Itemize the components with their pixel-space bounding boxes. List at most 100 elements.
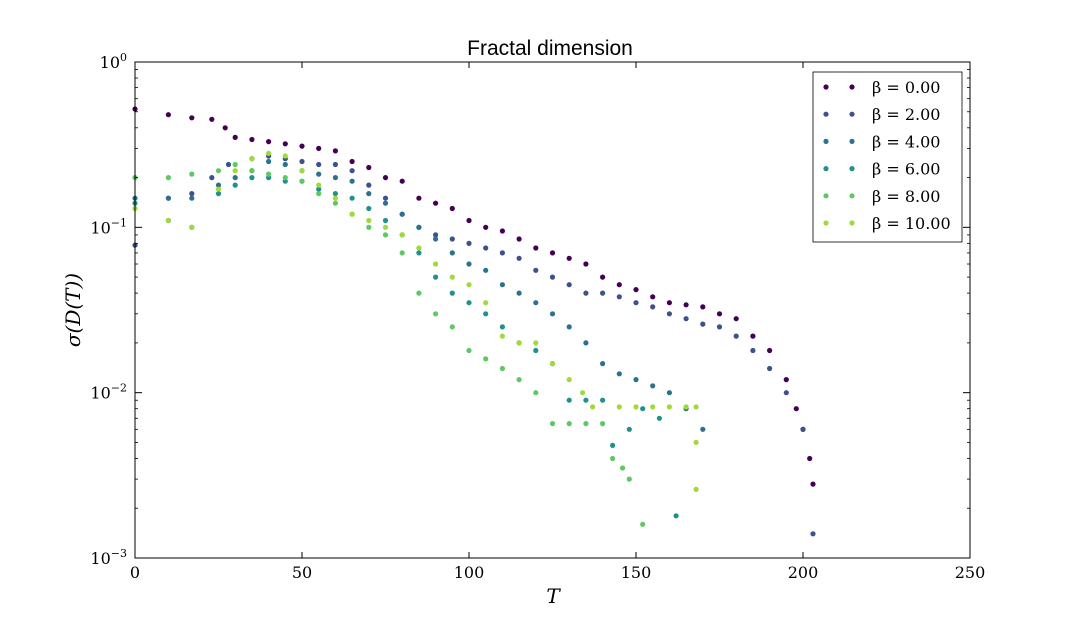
legend-marker <box>823 111 829 117</box>
data-point <box>483 311 489 317</box>
data-point <box>382 200 389 206</box>
data-point <box>366 217 372 224</box>
y-tick-label: 10−2 <box>90 382 127 403</box>
data-point <box>549 311 556 317</box>
data-point <box>767 365 773 372</box>
legend-marker <box>823 138 829 144</box>
data-point <box>516 290 522 296</box>
x-tick-label: 50 <box>292 563 312 582</box>
data-point <box>282 175 288 181</box>
y-axis-label: σ(D(T)) <box>61 273 85 347</box>
data-point <box>566 421 572 427</box>
y-tick-label: 10−3 <box>90 547 127 568</box>
data-point <box>165 195 171 201</box>
legend-label: β = 4.00 <box>872 132 940 151</box>
data-point <box>249 136 255 143</box>
x-tick-label: 0 <box>130 563 140 582</box>
legend-marker <box>849 220 855 226</box>
data-point <box>316 145 322 151</box>
data-point <box>349 211 355 217</box>
data-point <box>533 267 539 273</box>
data-point <box>626 426 632 432</box>
data-point <box>600 274 606 280</box>
data-point <box>189 115 195 121</box>
data-point <box>316 171 322 177</box>
data-point <box>215 182 222 188</box>
data-point <box>282 178 288 184</box>
data-point <box>810 481 816 487</box>
data-point <box>533 347 539 354</box>
data-point <box>666 404 673 410</box>
data-point <box>633 300 639 306</box>
data-point <box>793 406 799 412</box>
data-point <box>399 250 405 256</box>
data-point <box>382 195 389 201</box>
legend-label: β = 2.00 <box>872 105 940 124</box>
data-point <box>583 261 589 267</box>
data-point <box>499 333 505 339</box>
data-point <box>583 397 589 403</box>
data-point <box>449 250 455 256</box>
data-point <box>332 148 338 154</box>
data-point <box>683 404 689 410</box>
data-point <box>693 404 699 410</box>
x-tick-label: 100 <box>454 563 485 582</box>
data-point <box>616 282 622 288</box>
y-axis-ticks: 10−3 10−2 10−1 100 <box>90 51 970 568</box>
data-point <box>600 361 606 367</box>
x-tick-label: 150 <box>621 563 652 582</box>
data-point <box>650 404 656 410</box>
data-point <box>382 232 389 238</box>
data-point <box>656 415 663 421</box>
data-point <box>316 191 322 197</box>
data-point <box>633 377 639 383</box>
data-point <box>433 200 439 206</box>
data-point <box>332 175 338 181</box>
data-point <box>266 139 272 145</box>
data-point <box>416 195 422 201</box>
data-point <box>189 171 195 177</box>
data-point <box>499 324 505 330</box>
data-point <box>516 236 522 242</box>
data-point <box>483 224 489 230</box>
plot-area-frame <box>134 61 971 559</box>
y-tick-label: 10−1 <box>90 216 127 237</box>
data-point <box>566 397 572 403</box>
data-point <box>549 250 556 256</box>
data-point <box>549 421 556 427</box>
data-point <box>810 531 816 537</box>
data-point <box>366 205 372 212</box>
data-point <box>533 245 539 251</box>
data-point <box>499 365 505 372</box>
data-point <box>666 390 673 396</box>
data-point <box>620 465 626 471</box>
data-point <box>716 324 723 330</box>
legend-marker <box>823 220 829 226</box>
data-point <box>499 282 505 288</box>
data-point <box>583 421 589 427</box>
data-point <box>633 404 639 410</box>
data-point <box>650 383 656 389</box>
data-point <box>807 455 813 462</box>
x-tick-label: 250 <box>955 563 986 582</box>
data-point <box>232 134 238 140</box>
data-point <box>516 340 522 346</box>
data-point <box>349 158 355 165</box>
legend-label: β = 8.00 <box>872 187 940 206</box>
data-point <box>650 304 656 310</box>
legend: β = 0.00 β = 2.00 β = 4.00 β = 6.00 β = 8.00… <box>812 71 963 243</box>
data-point <box>209 116 215 122</box>
data-point <box>433 236 439 242</box>
scatter-points <box>132 106 816 537</box>
data-point <box>600 421 606 427</box>
data-point <box>416 245 422 251</box>
data-point <box>282 141 288 147</box>
data-point <box>683 302 689 308</box>
data-point <box>800 426 806 432</box>
data-point <box>549 274 556 280</box>
data-point <box>616 371 622 377</box>
data-point <box>299 158 305 165</box>
data-point <box>516 377 522 383</box>
data-point <box>165 217 171 224</box>
data-point <box>189 191 195 197</box>
